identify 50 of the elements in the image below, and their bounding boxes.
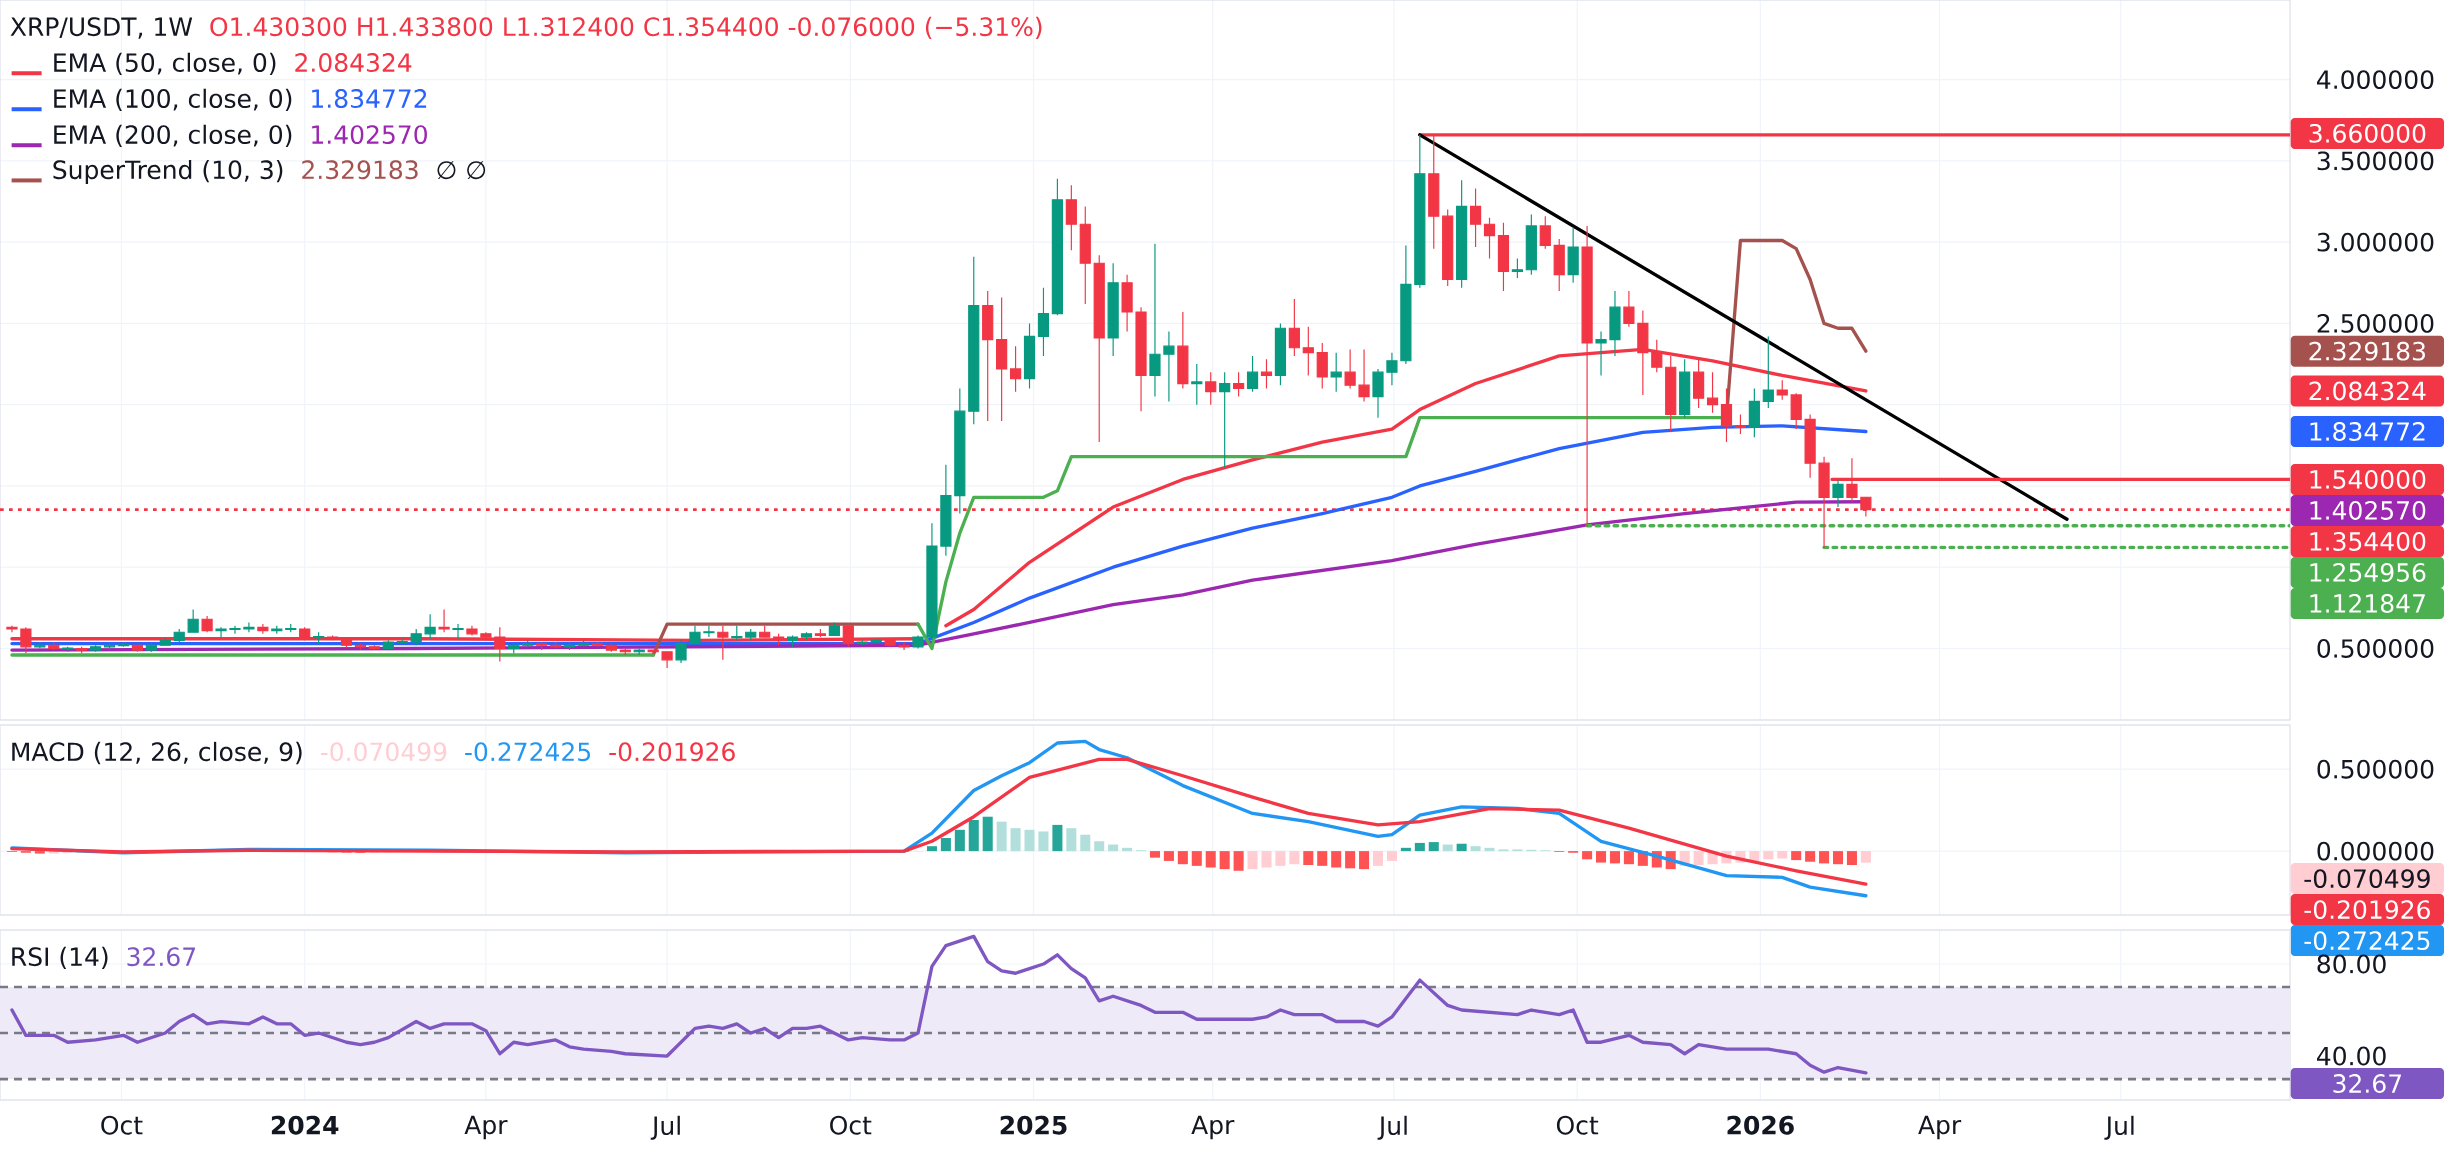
annotation: 2.084324 [295,53,412,73]
annotation: 1.834772 [312,89,427,109]
legend-label: EMA (100, close, 0) [54,88,292,111]
x-tick-label: Oct [1556,1115,1599,1135]
annotation: 1.254956 [2310,562,2426,582]
x-tick-label: Apr [1918,1115,1962,1140]
annotation: -0.201926 [609,742,735,762]
y-tick-label: 80.00 [2317,954,2386,974]
annotation: 1.402570 [312,125,427,145]
text: 1.834772 [2310,422,2425,441]
text: 1.402570 [2310,500,2426,520]
x-tick-label: Jul [650,1115,680,1140]
x-tick-label: Oct [101,1115,143,1135]
y-tick-label: 0.500000 [2317,639,2434,658]
annotation: 3.660000 [2309,123,2426,143]
legend-label: EMA (50, close, 0) [54,52,276,75]
y-tick-label: 3.500000 [2317,151,2434,171]
y-tick-label: 40.00 [2317,1046,2386,1066]
x-tick-label: 2024 [271,1115,339,1135]
legend-label: SuperTrend (10, 3) [53,159,283,185]
x-tick-label: Jul [2104,1115,2134,1140]
y-tick-label: 3.000000 [2317,232,2434,252]
text: RSI (14) [12,946,108,970]
text: O1.430300 H1.433800 L1.312400 C1.354400 -0.076000 (−5.31%) [210,16,1042,40]
y-tick-label: 0.500000 [2317,759,2434,779]
y-tick-label: 0.000000 [2317,841,2434,861]
text: -0.201926 [2304,900,2430,920]
annotation: 2.329183 [302,160,418,180]
annotation: -0.272425 [465,742,590,762]
text: 32.67 [2333,1074,2401,1094]
text: XRP/USDT, 1W [10,17,193,39]
text: 2.329183 [2309,341,2425,361]
text: MACD (12, 26, close, 9) [12,741,302,765]
x-tick-label: 2025 [1000,1115,1067,1135]
annotation: 1.540000 [2310,469,2426,489]
text: -0.272425 [2304,931,2430,951]
x-tick-label: Jul [1377,1115,1407,1140]
annotation: ∅ ∅ [437,161,486,180]
text: -0.070499 [2304,869,2430,889]
ref-line-label: 1.354400 [2310,531,2426,551]
text: 2.084324 [2309,381,2426,401]
x-tick-label: Apr [1191,1115,1235,1140]
annotation: 32.67 [127,947,195,967]
x-tick-label: Oct [830,1115,872,1135]
x-tick-label: Apr [464,1115,508,1140]
y-tick-label: 2.500000 [2317,313,2434,333]
y-tick-label: 4.000000 [2317,70,2434,90]
x-tick-label: 2026 [1727,1115,1794,1135]
annotation: 1.121847 [2310,593,2425,613]
legend-label: EMA (200, close, 0) [54,124,292,147]
